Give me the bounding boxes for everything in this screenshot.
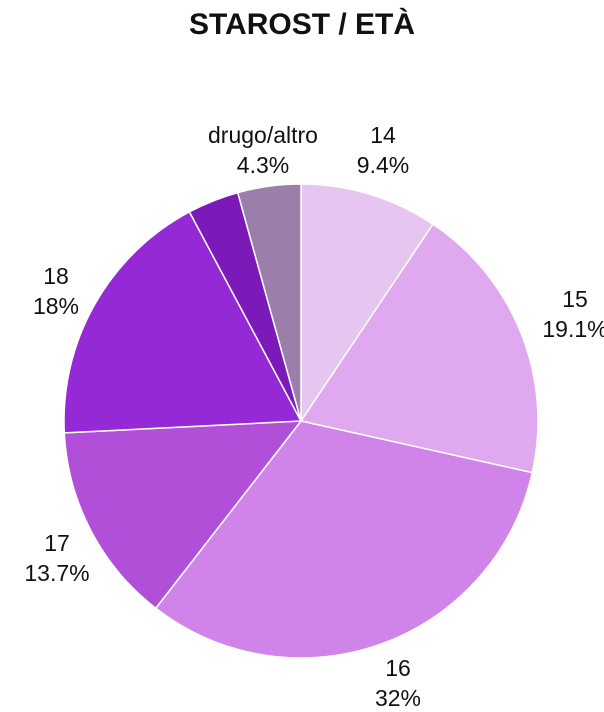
slice-category-label: 16 — [385, 655, 411, 681]
slice-label: 17 13.7% — [24, 530, 89, 586]
pie-slice-18 — [63, 210, 303, 434]
pie-slice-14 — [300, 183, 435, 424]
slice-value-label: 9.4% — [357, 152, 409, 178]
slice-value-label: 32% — [375, 685, 421, 711]
chart-title: STAROST / ETÀ — [188, 8, 416, 41]
slice-category-label: 18 — [43, 263, 69, 289]
slice-category-label: drugo/altro — [208, 122, 318, 148]
slice-category-label: 14 — [370, 122, 396, 148]
slice-value-label: 4.3% — [237, 152, 289, 178]
slice-label: 14 9.4% — [357, 122, 409, 178]
pie-slice-15 — [299, 223, 539, 474]
slice-label: 15 19.1% — [542, 286, 604, 342]
pie-slice-16 — [154, 420, 534, 659]
slice-category-label: 15 — [562, 286, 588, 312]
slice-label: drugo/altro 4.3% — [208, 122, 318, 178]
slice-label: 18 18% — [33, 263, 79, 319]
pie-slice-17 — [63, 420, 303, 610]
pie-slice-drugo-altro — [236, 183, 302, 422]
slice-value-label: 18% — [33, 293, 79, 319]
slice-category-label: 17 — [44, 530, 70, 556]
slice-value-label: 19.1% — [542, 316, 604, 342]
slice-value-label: 13.7% — [24, 560, 89, 586]
slice-label: 16 32% — [375, 655, 421, 711]
